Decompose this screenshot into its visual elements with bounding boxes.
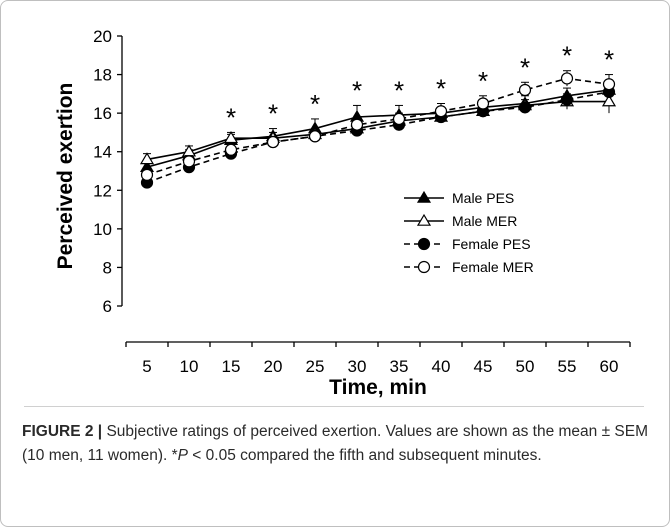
legend-marker xyxy=(416,213,432,226)
legend: Male PES Male MER Female PES Female MER xyxy=(404,190,534,275)
data-point xyxy=(434,105,448,118)
x-tick-label: 5 xyxy=(142,357,151,376)
legend-label: Male MER xyxy=(452,213,517,229)
significance-asterisk: * xyxy=(310,89,320,119)
x-tick-label: 25 xyxy=(306,357,325,376)
significance-asterisk: * xyxy=(394,75,404,105)
chart: 6 8 10 12 14 16 18 20 5 10 15 20 25 30 35 40 45 50 55 60 P… xyxy=(54,27,631,399)
y-tick-label: 14 xyxy=(93,143,112,162)
x-tick-label: 45 xyxy=(474,357,493,376)
series-female-mer xyxy=(140,70,616,181)
series-line xyxy=(146,89,610,168)
x-tick-label: 55 xyxy=(558,357,577,376)
y-tick-label: 12 xyxy=(93,181,112,200)
data-point xyxy=(476,97,490,110)
legend-marker xyxy=(417,237,431,251)
data-point xyxy=(560,93,574,106)
y-tick-label: 10 xyxy=(93,220,112,239)
figure-caption: FIGURE 2 | Subjective ratings of perceiv… xyxy=(22,420,650,468)
legend-label: Female PES xyxy=(452,236,531,252)
x-tick-label: 15 xyxy=(222,357,241,376)
caption-text: Subjective ratings of perceived exertion… xyxy=(22,423,648,464)
y-axis: 6 8 10 12 14 16 18 20 xyxy=(93,27,123,316)
x-tick-label: 10 xyxy=(180,357,199,376)
data-point xyxy=(518,83,532,97)
data-point xyxy=(602,78,616,91)
data-point xyxy=(182,155,196,168)
data-point xyxy=(223,131,239,144)
x-axis: 5 10 15 20 25 30 35 40 45 50 55 60 xyxy=(125,341,631,376)
y-tick-label: 8 xyxy=(103,258,112,277)
series-female-pes xyxy=(140,85,616,189)
caption-separator xyxy=(24,406,644,407)
x-tick-label: 50 xyxy=(516,357,535,376)
significance-asterisk: * xyxy=(562,41,572,71)
legend-marker xyxy=(417,260,431,274)
x-tick-label: 40 xyxy=(432,357,451,376)
legend-label: Female MER xyxy=(452,259,534,275)
significance-asterisk: * xyxy=(520,52,530,82)
legend-marker xyxy=(416,190,432,203)
data-point xyxy=(601,94,617,107)
significance-asterisk: * xyxy=(436,74,446,104)
data-point xyxy=(560,72,574,85)
series-line xyxy=(146,100,609,161)
significance-asterisk: * xyxy=(226,102,236,132)
y-tick-label: 18 xyxy=(93,66,112,85)
series-line xyxy=(146,91,610,184)
data-point xyxy=(308,130,322,143)
x-tick-label: 60 xyxy=(600,357,619,376)
data-point xyxy=(350,118,364,131)
y-tick-label: 16 xyxy=(93,104,112,123)
caption-p-symbol: P xyxy=(177,447,188,464)
y-tick-label: 20 xyxy=(93,27,112,46)
significance-asterisk: * xyxy=(478,66,488,96)
caption-label: FIGURE 2 | xyxy=(22,423,103,440)
x-tick-label: 35 xyxy=(390,357,409,376)
significance-asterisk: * xyxy=(604,45,614,75)
data-point xyxy=(224,143,238,156)
y-axis-label: Perceived exertion xyxy=(54,83,77,270)
caption-text-end: < 0.05 compared the fifth and subsequent… xyxy=(188,447,542,464)
series-layer xyxy=(139,70,617,189)
x-tick-label: 30 xyxy=(348,357,367,376)
series-male-pes xyxy=(139,81,617,173)
significance-asterisk: * xyxy=(268,99,278,129)
data-point xyxy=(140,168,154,181)
significance-markers: * * * * * * * * * * xyxy=(226,41,614,133)
data-point xyxy=(266,135,280,149)
legend-label: Male PES xyxy=(452,190,514,206)
significance-asterisk: * xyxy=(352,75,362,105)
x-tick-label: 20 xyxy=(264,357,283,376)
data-point xyxy=(518,101,532,114)
series-line xyxy=(146,77,610,176)
data-point xyxy=(139,152,155,165)
data-point xyxy=(392,112,406,126)
y-tick-label: 6 xyxy=(103,297,112,316)
series-male-mer xyxy=(139,89,617,166)
x-axis-label: Time, min xyxy=(329,376,427,399)
